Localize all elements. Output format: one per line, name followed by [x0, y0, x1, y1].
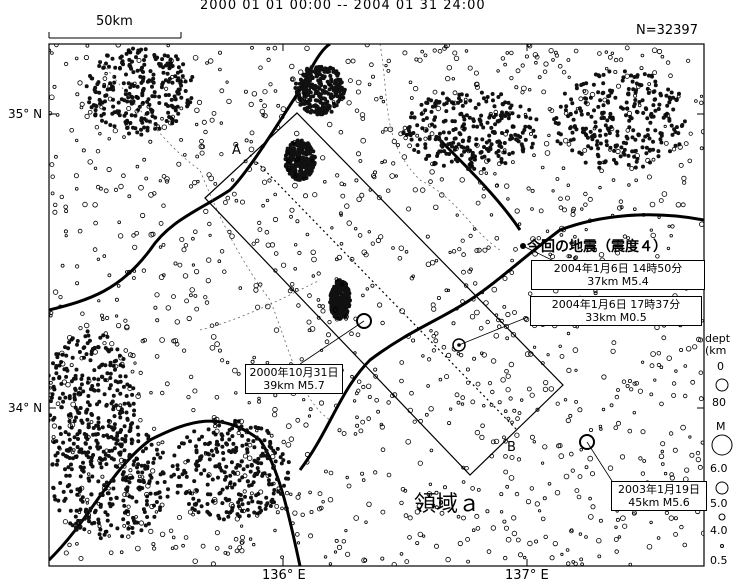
- profile-point-a: A: [232, 143, 241, 158]
- profile-line-ab: [249, 154, 518, 431]
- callout-line: 2004年1月6日 14時50分: [553, 262, 683, 275]
- region-a-outline: [204, 112, 564, 476]
- callout-line: 33km M0.5: [585, 311, 647, 324]
- map-frame: [48, 43, 705, 567]
- callout-leaders: [299, 245, 613, 482]
- legend-mag-05: 0.5: [710, 554, 728, 567]
- event-count: N=32397: [636, 23, 698, 38]
- callout-2000-10-31: 2000年10月31日 39km M5.7: [245, 364, 343, 394]
- callout-line: 45km M5.6: [628, 496, 690, 509]
- lat-label-34: 34° N: [8, 401, 43, 415]
- current-quake-title: 今回の地震（震度４）: [527, 239, 667, 255]
- profile-point-b: B: [507, 440, 516, 455]
- legend-mag-title: M: [716, 420, 726, 433]
- legend-depth-title: dept (km: [705, 332, 731, 357]
- lon-label-137: 137° E: [505, 568, 549, 583]
- legend-depth-80: 80: [712, 396, 726, 409]
- callout-2004-01-06-1737: 2004年1月6日 17時37分 33km M0.5: [530, 296, 702, 326]
- callout-line: 37km M5.4: [587, 275, 649, 288]
- legend-mag-4: 4.0: [710, 524, 728, 537]
- lon-label-136: 136° E: [262, 568, 306, 583]
- legend-mag-6: 6.0: [710, 462, 728, 475]
- prefecture-borders: [99, 44, 501, 421]
- coastline: [49, 44, 704, 566]
- legend-depth-0: 0: [717, 360, 724, 373]
- scale-bar: [48, 32, 182, 39]
- legend-symbols: [711, 378, 733, 548]
- frame-ticks: [49, 44, 704, 566]
- callout-line: 2000年10月31日: [249, 366, 339, 379]
- callout-line: 2004年1月6日 17時37分: [551, 298, 681, 311]
- callout-2003-01-19: 2003年1月19日 45km M5.6: [611, 481, 707, 511]
- time-period: 2000 01 01 00:00 -- 2004 01 31 24:00: [200, 0, 486, 13]
- callout-line: 39km M5.7: [263, 379, 325, 392]
- callout-line: 2003年1月19日: [618, 483, 700, 496]
- region-a-label: 領域ａ: [414, 492, 481, 517]
- lat-label-35: 35° N: [8, 107, 43, 121]
- scale-bar-label: 50km: [96, 14, 133, 29]
- legend-mag-5: 5.0: [710, 497, 728, 510]
- callout-2004-01-06-1450: 2004年1月6日 14時50分 37km M5.4: [531, 260, 705, 290]
- earthquake-epicenters: [49, 44, 704, 566]
- dense-seismicity-clusters: [49, 46, 687, 541]
